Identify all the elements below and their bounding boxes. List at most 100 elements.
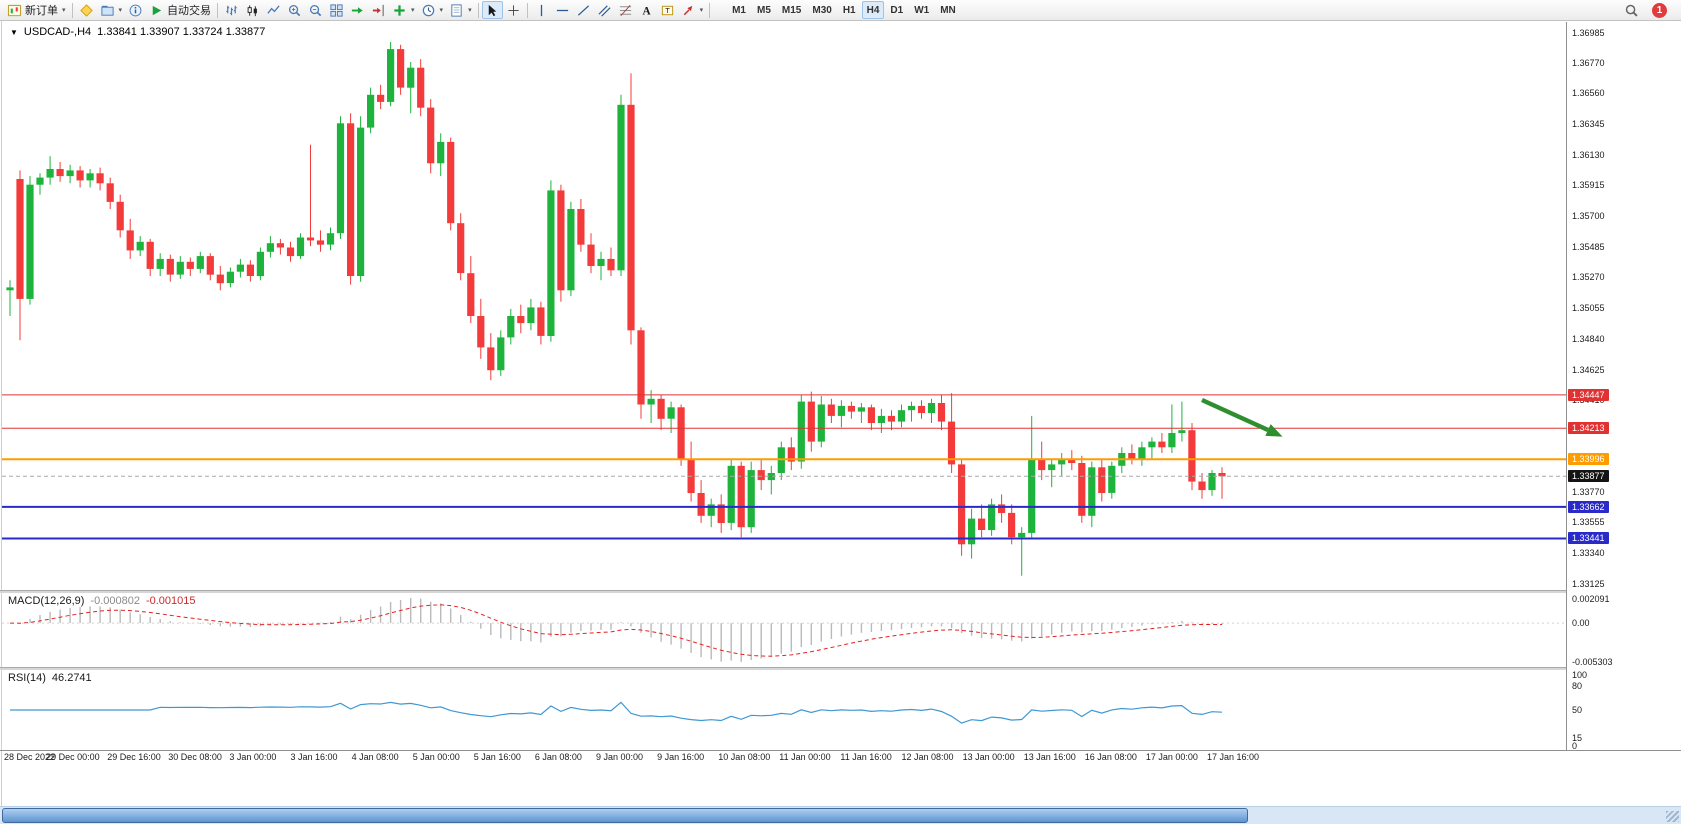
time-axis-label: 5 Jan 00:00	[412, 752, 460, 762]
template-page-icon	[451, 3, 462, 17]
resize-grip-icon[interactable]	[1666, 811, 1679, 822]
text-button[interactable]: A	[636, 1, 657, 19]
main-price-chart[interactable]	[2, 22, 1566, 590]
toolbar-separator	[477, 2, 479, 18]
line-chart-button[interactable]	[263, 1, 284, 19]
timeframe-h1-button[interactable]: H1	[842, 4, 856, 16]
equidistant-channel-button[interactable]	[594, 1, 615, 19]
toolbar-right-group: 1	[1621, 1, 1667, 19]
rsi-indicator-panel[interactable]	[2, 670, 1566, 750]
collapse-triangle-icon: ▼	[10, 27, 18, 37]
price-axis-tick: 1.33340	[1572, 547, 1605, 558]
templates-button[interactable]: ▾	[446, 1, 475, 19]
price-axis-tick: 1.33125	[1572, 578, 1605, 589]
auto-scroll-icon	[351, 6, 363, 14]
macd-indicator-panel[interactable]	[2, 593, 1566, 667]
search-button[interactable]	[1621, 1, 1642, 19]
fibonacci-button[interactable]	[615, 1, 636, 19]
candlestick-chart-icon	[247, 4, 257, 16]
text-label-icon: T	[661, 5, 673, 15]
timeframe-m30-button[interactable]: M30	[812, 4, 832, 16]
timeframe-m1-button[interactable]: M1	[732, 4, 746, 16]
candlestick-chart-button[interactable]	[242, 1, 263, 19]
zoom-in-button[interactable]	[284, 1, 305, 19]
price-axis-tick: 1.35915	[1572, 180, 1605, 191]
time-axis-label: 17 Jan 16:00	[1207, 752, 1260, 762]
time-axis-border	[0, 750, 1681, 751]
profiles-button[interactable]: ▾	[97, 1, 126, 19]
time-axis-label: 11 Jan 00:00	[779, 752, 831, 762]
scrollbar-thumb[interactable]	[2, 808, 1248, 823]
toolbar-separator	[71, 2, 73, 18]
rsi-label: RSI(14) 46.2741	[8, 672, 92, 684]
arrow-symbol-icon	[683, 5, 692, 15]
timeframe-m5-button[interactable]: M5	[757, 4, 771, 16]
text-label-button[interactable]: T	[657, 1, 678, 19]
time-axis-label: 13 Jan 16:00	[1023, 752, 1076, 762]
timeframe-h4-button[interactable]: H4	[861, 1, 885, 19]
new-order-icon	[7, 4, 22, 16]
equidistant-channel-icon	[598, 4, 611, 17]
panel-splitter[interactable]	[0, 667, 1681, 670]
indicators-button[interactable]: ▾	[389, 1, 418, 19]
time-axis-label: 29 Dec 16:00	[107, 752, 161, 762]
price-axis-tick: 1.36985	[1572, 27, 1605, 38]
trendline-button[interactable]	[573, 1, 594, 19]
time-axis-label: 16 Jan 08:00	[1084, 752, 1137, 762]
rsi-name: RSI(14)	[8, 672, 46, 684]
autotrading-button[interactable]: 自动交易	[146, 1, 214, 19]
metaeditor-icon	[79, 3, 93, 17]
chart-shift-icon	[372, 4, 384, 16]
time-axis-label: 12 Jan 08:00	[901, 752, 954, 762]
time-axis-label: 13 Jan 00:00	[962, 752, 1015, 762]
rsi-axis-tick: 0	[1572, 741, 1578, 751]
time-axis-label: 5 Jan 16:00	[473, 752, 521, 762]
price-axis-tick: 1.33770	[1572, 486, 1605, 497]
crosshair-button[interactable]	[503, 1, 524, 19]
cursor-button[interactable]	[481, 1, 503, 19]
timeframe-m15-button[interactable]: M15	[781, 4, 802, 16]
auto-scroll-button[interactable]	[347, 1, 368, 19]
zoom-out-button[interactable]	[305, 1, 326, 19]
cursor-icon	[488, 4, 496, 16]
price-axis-tick: 1.35270	[1572, 272, 1605, 283]
panel-splitter[interactable]	[0, 590, 1681, 593]
chevron-down-icon: ▾	[699, 7, 704, 14]
window-left-border	[1, 21, 2, 806]
horizontal-scrollbar[interactable]	[0, 806, 1681, 824]
svg-text:A: A	[642, 5, 651, 17]
info-icon	[129, 4, 142, 16]
info-button[interactable]	[125, 1, 146, 19]
timeframe-d1-button[interactable]: D1	[890, 4, 904, 16]
periods-button[interactable]: ▾	[418, 1, 447, 19]
toolbar-separator	[217, 2, 219, 18]
price-axis-tick: 1.36770	[1572, 58, 1605, 69]
autotrading-label: 自动交易	[167, 5, 212, 17]
chart-shift-button[interactable]	[368, 1, 389, 19]
metaeditor-button[interactable]	[76, 1, 97, 19]
price-axis[interactable]: 0.002091 0.00 -0.005303 1.36985 1.36770 1.…	[1566, 22, 1681, 751]
time-axis[interactable]: 28 Dec 2022 29 Dec 00:00 29 Dec 16:00 30 De…	[2, 752, 1566, 768]
vertical-line-icon	[540, 4, 542, 16]
arrows-tool-button[interactable]: ▾	[678, 1, 707, 19]
fibonacci-icon	[619, 4, 631, 16]
chart-ohlc-quote: 1.33841 1.33907 1.33724 1.33877	[97, 26, 266, 38]
crosshair-icon	[507, 4, 519, 16]
search-icon	[1625, 4, 1638, 17]
price-axis-tick: 1.33555	[1572, 517, 1605, 528]
bar-chart-button[interactable]	[221, 1, 242, 19]
vertical-line-button[interactable]	[531, 1, 552, 19]
horizontal-line-button[interactable]	[552, 1, 573, 19]
new-order-button[interactable]: 新订单 ▾	[4, 1, 69, 19]
timeframe-mn-button[interactable]: MN	[940, 4, 956, 16]
rsi-axis-tick: 100	[1572, 670, 1588, 680]
time-axis-label: 9 Jan 00:00	[596, 752, 644, 762]
timeframe-w1-button[interactable]: W1	[914, 4, 930, 16]
toolbar: 新订单 ▾ ▾ 自动交易	[0, 0, 1681, 21]
macd-axis-tick: -0.005303	[1572, 657, 1613, 667]
price-level-label: 1.33996	[1568, 453, 1609, 466]
macd-name: MACD(12,26,9)	[8, 595, 85, 607]
price-level-label: 1.34213	[1568, 422, 1609, 435]
notification-badge[interactable]: 1	[1652, 2, 1667, 18]
tile-windows-button[interactable]	[326, 1, 347, 19]
